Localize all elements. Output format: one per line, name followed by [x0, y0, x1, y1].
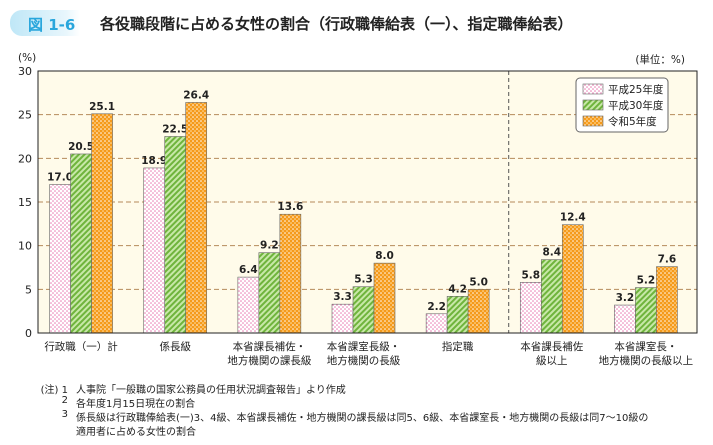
- bar: [561, 224, 584, 334]
- bar: [540, 259, 563, 334]
- x-tick-label: 本省課長補佐: [520, 340, 583, 353]
- note-text: 適用者に占める女性の割合: [76, 427, 196, 438]
- legend-label: 平成30年度: [608, 99, 664, 112]
- x-tick-label: 本省課室長級・: [327, 340, 401, 353]
- bar: [425, 313, 448, 334]
- note-number: (注) 1: [40, 385, 68, 396]
- x-tick-label: 地方機関の課長級: [227, 354, 311, 367]
- x-tick-label: 地方機関の長級: [327, 354, 401, 367]
- bar: [185, 102, 208, 334]
- y-tick-label: 10: [18, 240, 32, 253]
- legend-swatch: [582, 83, 604, 95]
- data-label: 20.5: [68, 141, 94, 153]
- bar: [614, 304, 636, 334]
- bar: [49, 184, 71, 334]
- y-tick-label: 20: [18, 152, 32, 165]
- note-text: 係長級は行政職俸給表(一)3、4級、本省課長補佐・地方機関の課長級は同5、6級、…: [76, 413, 649, 424]
- data-label: 5.3: [354, 274, 373, 286]
- y-tick-label: 30: [18, 65, 32, 78]
- bar: [446, 296, 469, 334]
- data-label: 3.3: [333, 291, 352, 303]
- data-label: 5.8: [521, 269, 540, 281]
- bar: [258, 252, 281, 334]
- y-axis-label: (%): [18, 52, 37, 64]
- y-tick-label: 25: [18, 109, 32, 122]
- legend-swatch: [582, 115, 604, 127]
- data-label: 22.5: [162, 124, 188, 136]
- legend-label: 令和5年度: [608, 115, 657, 128]
- data-label: 3.2: [616, 292, 635, 304]
- note-number: 3: [61, 409, 68, 420]
- unit-label: (単位：%): [635, 54, 685, 66]
- bar: [279, 213, 302, 334]
- y-tick-label: 0: [25, 327, 32, 340]
- y-tick-label: 5: [25, 283, 32, 296]
- data-label: 2.2: [427, 301, 446, 313]
- data-label: 12.4: [560, 212, 586, 224]
- bar: [373, 262, 396, 334]
- note-text: 各年度1月15日現在の割合: [76, 399, 196, 410]
- x-tick-label: 地方機関の長級以上: [599, 354, 694, 367]
- y-tick-label: 15: [18, 196, 32, 209]
- x-tick-label: 級以上: [536, 354, 568, 367]
- data-label: 8.0: [375, 250, 394, 262]
- bar: [164, 136, 187, 334]
- bar: [143, 167, 166, 334]
- chart-title: 各役職段階に占める女性の割合（行政職俸給表（一）、指定職俸給表）: [100, 15, 573, 33]
- data-label: 5.0: [469, 276, 488, 288]
- bar: [91, 113, 113, 334]
- x-tick-label: 係長級: [159, 340, 191, 353]
- data-label: 26.4: [183, 89, 209, 101]
- x-tick-label: 行政職（一）計: [44, 340, 118, 353]
- bar: [519, 282, 542, 334]
- data-label: 4.2: [448, 283, 467, 295]
- plot-border: [37, 70, 698, 334]
- data-label: 25.1: [89, 101, 115, 113]
- x-tick-label: 指定職: [442, 340, 474, 353]
- bar: [635, 287, 657, 334]
- data-label: 5.2: [637, 275, 656, 287]
- bar: [331, 303, 354, 334]
- data-label: 6.4: [239, 264, 258, 276]
- data-label: 8.4: [542, 247, 561, 259]
- note-text: 人事院「一般職の国家公務員の任用状況調査報告」より作成: [76, 385, 346, 396]
- data-label: 18.9: [141, 155, 167, 167]
- data-label: 17.0: [47, 172, 73, 184]
- figure-label-badge: 図 1-6: [10, 10, 80, 36]
- bar: [237, 276, 260, 334]
- data-label: 9.2: [260, 240, 279, 252]
- legend-swatch: [582, 99, 604, 111]
- note-number: 2: [61, 395, 68, 406]
- data-label: 13.6: [277, 201, 303, 213]
- legend-label: 平成25年度: [608, 83, 664, 96]
- bar: [352, 286, 375, 334]
- data-label: 7.6: [658, 254, 677, 266]
- bar: [70, 153, 92, 334]
- x-tick-label: 本省課室長・: [614, 340, 677, 353]
- bar: [656, 266, 678, 334]
- bar: [467, 289, 490, 334]
- x-tick-label: 本省課長補佐・: [233, 340, 307, 353]
